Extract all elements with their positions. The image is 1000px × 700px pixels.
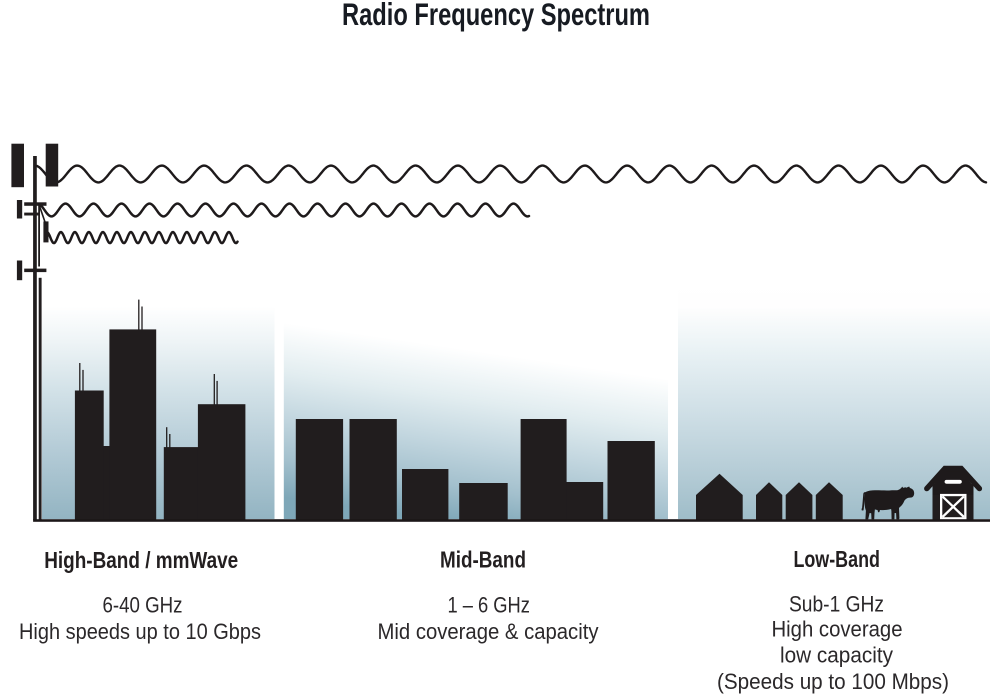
svg-text:low capacity: low capacity xyxy=(780,643,893,668)
svg-text:High-Band / mmWave: High-Band / mmWave xyxy=(44,547,238,573)
svg-text:Low-Band: Low-Band xyxy=(793,546,880,572)
svg-text:Mid-Band: Mid-Band xyxy=(440,547,526,573)
svg-text:Radio Frequency Spectrum: Radio Frequency Spectrum xyxy=(342,0,650,32)
svg-text:Sub-1 GHz: Sub-1 GHz xyxy=(789,592,884,617)
svg-text:1 – 6 GHz: 1 – 6 GHz xyxy=(447,593,530,618)
svg-text:(Speeds up to 100 Mbps): (Speeds up to 100 Mbps) xyxy=(717,669,949,694)
svg-text:6-40 GHz: 6-40 GHz xyxy=(103,593,183,618)
svg-text:High speeds up to 10 Gbps: High speeds up to 10 Gbps xyxy=(19,619,261,644)
svg-text:Mid coverage & capacity: Mid coverage & capacity xyxy=(378,619,599,644)
svg-text:High coverage: High coverage xyxy=(772,617,903,642)
